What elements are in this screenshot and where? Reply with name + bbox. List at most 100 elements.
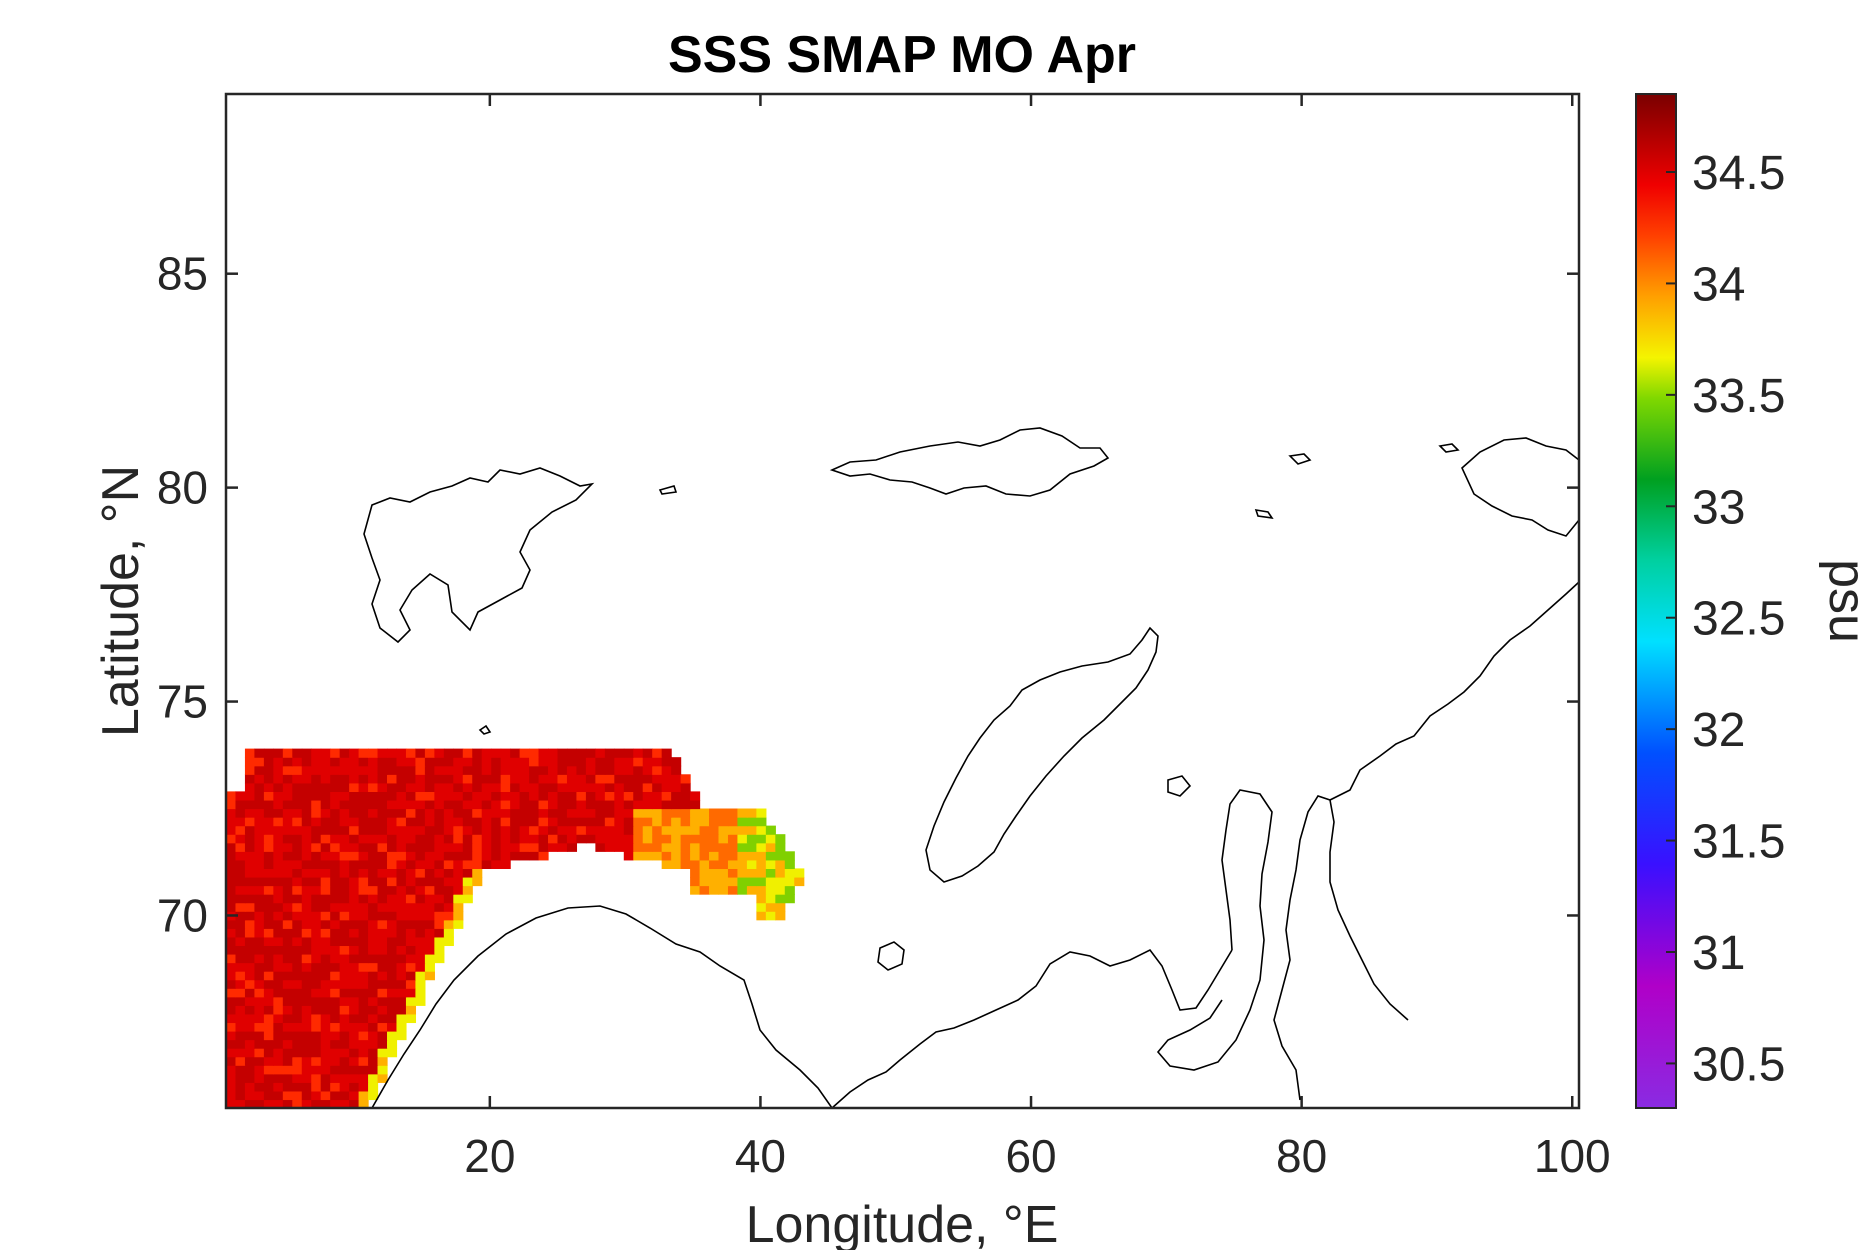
salinity-cell [349, 799, 360, 810]
salinity-cell [690, 851, 701, 861]
salinity-cell [595, 817, 606, 827]
salinity-cell [320, 1073, 331, 1083]
salinity-cell [263, 911, 274, 921]
salinity-cell [500, 817, 511, 827]
salinity-cell [339, 962, 350, 972]
salinity-cell [387, 757, 398, 767]
colorbar-tick-label: 34 [1692, 258, 1745, 311]
salinity-cell [529, 757, 540, 767]
salinity-cell [244, 799, 256, 810]
salinity-cell [604, 765, 615, 775]
salinity-cell [244, 817, 256, 827]
salinity-cell [765, 911, 776, 921]
salinity-cell [396, 1030, 407, 1041]
salinity-cell [415, 817, 426, 827]
salinity-cell [680, 851, 691, 861]
salinity-cell [311, 885, 322, 895]
salinity-cell [226, 1039, 237, 1049]
salinity-cell [358, 799, 369, 810]
salinity-cell [311, 757, 322, 767]
salinity-cell [273, 1082, 284, 1092]
salinity-cell [273, 817, 284, 827]
salinity-cell [529, 834, 540, 844]
salinity-cell [415, 757, 426, 767]
salinity-cell [566, 791, 578, 801]
salinity-cell [443, 851, 454, 861]
salinity-cell [443, 765, 454, 775]
salinity-cell [566, 774, 578, 784]
salinity-cell [491, 808, 502, 818]
salinity-cell [292, 851, 303, 861]
salinity-cell [273, 1013, 284, 1024]
salinity-cell [727, 876, 739, 887]
salinity-cell [519, 757, 530, 767]
salinity-cell [614, 791, 625, 801]
salinity-cell [585, 782, 596, 792]
salinity-cell [358, 1082, 369, 1092]
salinity-cell [226, 902, 237, 912]
salinity-cell [263, 817, 274, 827]
salinity-cell [320, 834, 331, 844]
salinity-cell [377, 885, 388, 895]
salinity-cell [443, 842, 454, 852]
salinity-cell [301, 1099, 312, 1108]
salinity-cell [301, 791, 312, 801]
salinity-cell [443, 808, 454, 818]
salinity-cell [434, 765, 445, 775]
salinity-cell [538, 851, 549, 861]
salinity-cell [642, 817, 653, 827]
salinity-cell [235, 817, 246, 827]
salinity-cell [396, 876, 407, 887]
salinity-cell [462, 885, 473, 895]
salinity-cell [226, 1090, 237, 1101]
salinity-cell [339, 868, 350, 878]
salinity-cell [320, 765, 331, 775]
salinity-cell [680, 817, 691, 827]
salinity-cell [263, 1039, 274, 1049]
salinity-cell [377, 1013, 388, 1024]
salinity-cell [652, 834, 663, 844]
salinity-cell [311, 851, 322, 861]
salinity-cell [453, 825, 464, 835]
salinity-cell [263, 876, 274, 887]
salinity-cell [311, 1056, 322, 1066]
small-island-3 [1254, 508, 1274, 520]
salinity-cell [368, 1013, 379, 1024]
salinity-cell [368, 962, 379, 972]
salinity-cell [756, 911, 767, 921]
salinity-cell [368, 859, 379, 870]
salinity-cell [292, 1090, 303, 1101]
salinity-cell [273, 1030, 284, 1041]
salinity-cell [538, 808, 549, 818]
salinity-cell [709, 834, 720, 844]
salinity-cell [339, 979, 350, 989]
salinity-cell [405, 748, 417, 758]
salinity-cell [690, 885, 701, 895]
salinity-cell [462, 834, 473, 844]
small-island-1 [1288, 453, 1312, 465]
salinity-cell [263, 1013, 274, 1024]
salinity-cell [661, 757, 672, 767]
salinity-cell [301, 876, 312, 887]
salinity-cell [529, 817, 540, 827]
salinity-cell [282, 876, 293, 887]
salinity-cell [301, 1073, 312, 1083]
salinity-cell [368, 1030, 379, 1041]
salinity-cell [377, 817, 388, 827]
salinity-cell [292, 1056, 303, 1066]
salinity-cell [358, 1022, 369, 1032]
salinity-cell [263, 945, 274, 955]
salinity-cell [263, 1082, 274, 1092]
salinity-cell [405, 1013, 417, 1024]
salinity-cell [548, 799, 559, 810]
salinity-cell [358, 945, 369, 955]
salinity-cell [282, 1030, 293, 1041]
salinity-cell [254, 1065, 265, 1075]
salinity-cell [387, 979, 398, 989]
salinity-cell [349, 851, 360, 861]
salinity-cell [443, 817, 454, 827]
salinity-cell [405, 817, 417, 827]
salinity-cell [282, 979, 293, 989]
salinity-cell [282, 808, 293, 818]
salinity-cell [557, 842, 568, 852]
